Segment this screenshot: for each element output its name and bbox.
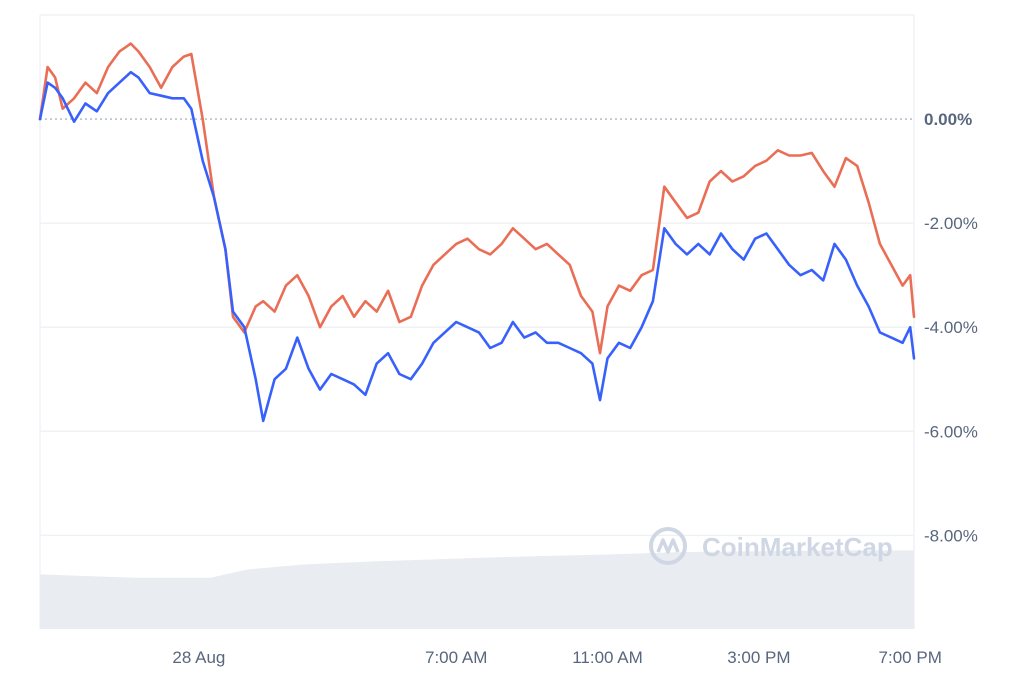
y-tick-label: 0.00% (924, 110, 972, 129)
series-line-1 (38, 42, 916, 355)
series-layer (38, 42, 916, 423)
volume-area (40, 550, 914, 629)
x-tick-label: 7:00 AM (425, 648, 487, 667)
y-tick-label: -8.00% (924, 526, 978, 545)
watermark-text: CoinMarketCap (702, 532, 893, 562)
coinmarketcap-logo-icon (649, 527, 687, 565)
grid-layer (39, 14, 915, 629)
series-line-2 (38, 70, 916, 423)
volume-layer (40, 550, 914, 629)
x-tick-label: 7:00 PM (879, 648, 942, 667)
y-tick-label: -4.00% (924, 318, 978, 337)
watermark: CoinMarketCap (649, 527, 893, 565)
y-tick-label: -2.00% (924, 214, 978, 233)
y-axis: 0.00% -2.00% -4.00% -6.00% -8.00% (924, 110, 978, 545)
coinmarketcap-logo-mark (656, 538, 680, 554)
x-tick-label: 28 Aug (172, 648, 225, 667)
x-axis: 28 Aug 7:00 AM 11:00 AM 3:00 PM 7:00 PM (172, 648, 941, 667)
x-tick-label: 3:00 PM (727, 648, 790, 667)
x-tick-label: 11:00 AM (572, 648, 643, 667)
y-tick-label: -6.00% (924, 422, 978, 441)
